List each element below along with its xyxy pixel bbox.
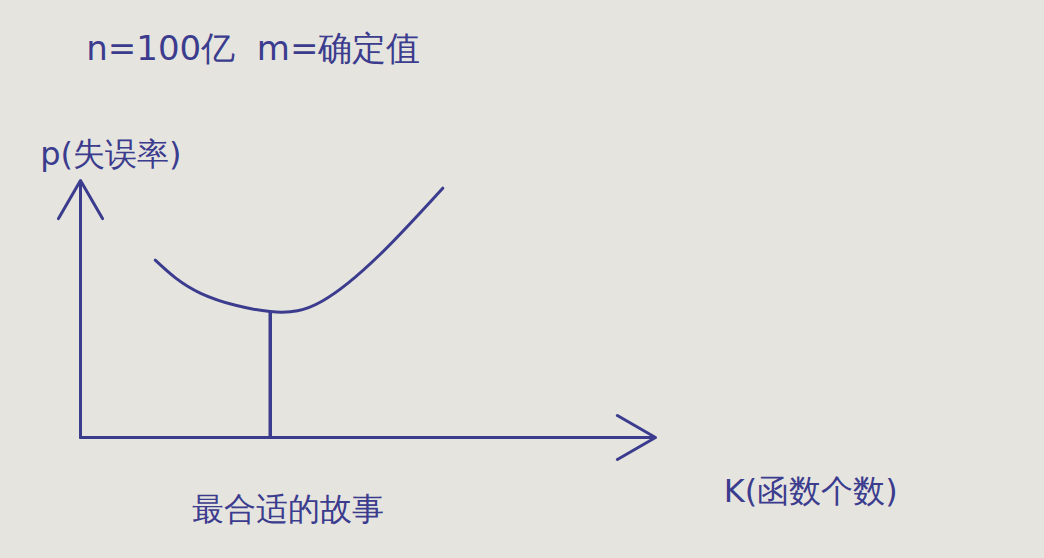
svg-text:n=100亿 m=确定值: n=100亿 m=确定值 xyxy=(86,28,420,68)
svg-text:p(失误率): p(失误率) xyxy=(40,135,181,173)
svg-text:K(函数个数): K(函数个数) xyxy=(724,472,898,510)
svg-text:最合适的故事: 最合适的故事 xyxy=(192,490,384,528)
